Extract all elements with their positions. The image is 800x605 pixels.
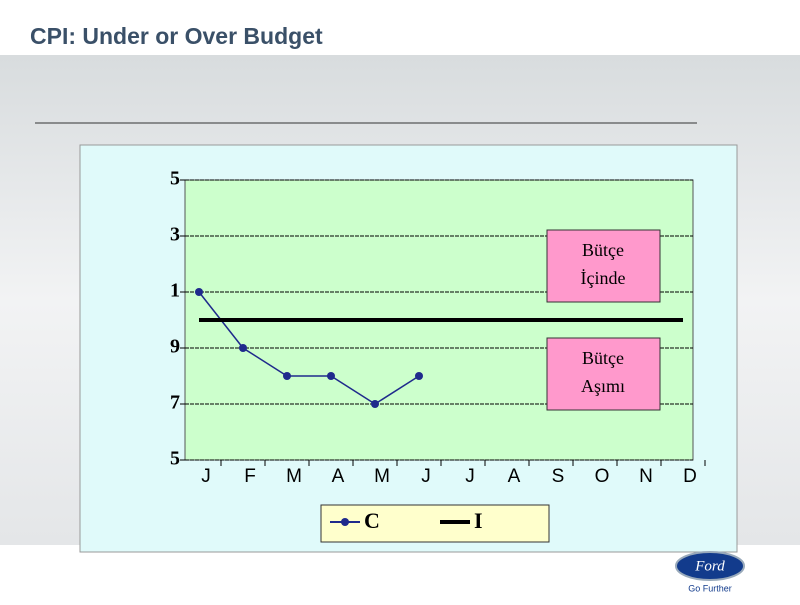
x-tick-label: O xyxy=(595,466,610,487)
y-tick-label: 1 xyxy=(170,280,180,302)
annotation-text: İçinde xyxy=(581,268,626,288)
y-tick-label: 3 xyxy=(170,224,180,246)
x-tick-label: M xyxy=(374,466,390,487)
ford-logo xyxy=(675,551,745,581)
x-tick-label: N xyxy=(639,466,653,487)
x-tick-label: M xyxy=(286,466,302,487)
slide-title: CPI: Under or Over Budget xyxy=(30,23,323,49)
annotation-text: Aşımı xyxy=(581,376,625,396)
x-tick-label: A xyxy=(508,466,521,487)
data-point xyxy=(371,400,379,408)
x-tick-label: J xyxy=(421,466,431,487)
x-tick-label: J xyxy=(201,466,211,487)
x-tick-label: J xyxy=(465,466,475,487)
annotation-box xyxy=(546,337,661,411)
y-tick-label: 5 xyxy=(170,448,180,470)
annotation-text: Bütçe xyxy=(582,348,624,368)
legend-marker xyxy=(341,518,349,526)
x-tick-label: D xyxy=(683,466,697,487)
legend-label: C xyxy=(364,508,380,533)
legend-label: I xyxy=(474,508,483,533)
data-point xyxy=(283,372,291,380)
data-point xyxy=(195,288,203,296)
series-line xyxy=(198,291,420,405)
data-point xyxy=(239,344,247,352)
slogan: Go Further xyxy=(688,583,732,593)
x-tick-label: S xyxy=(552,466,565,487)
y-tick-label: 9 xyxy=(170,336,180,358)
x-tick-label: A xyxy=(332,466,345,487)
legend xyxy=(320,504,550,543)
y-tick-label: 7 xyxy=(170,392,180,414)
data-point xyxy=(415,372,423,380)
annotation-text: Bütçe xyxy=(582,240,624,260)
ford-logo-text: Ford xyxy=(694,558,725,574)
data-point xyxy=(327,372,335,380)
annotation-box xyxy=(546,229,661,303)
x-tick-label: F xyxy=(244,466,256,487)
y-tick-label: 5 xyxy=(170,168,180,190)
